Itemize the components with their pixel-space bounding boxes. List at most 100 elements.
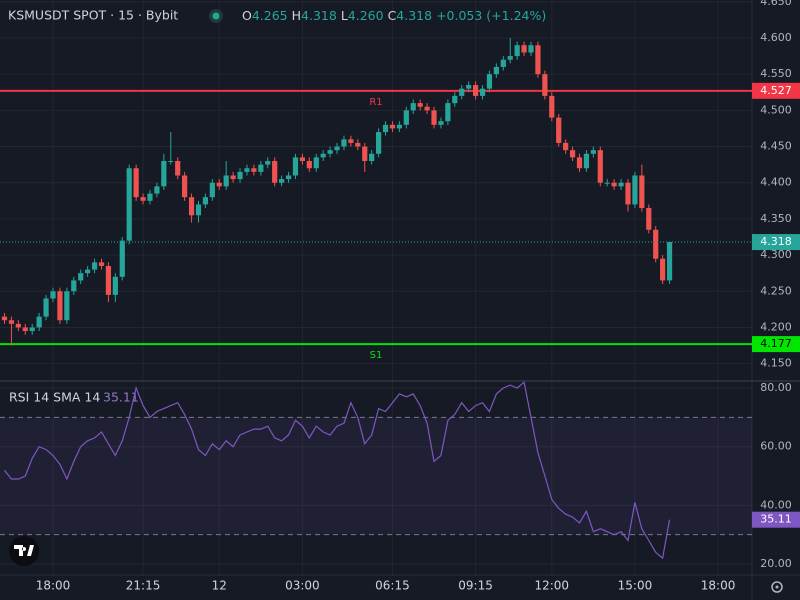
candle-body bbox=[396, 124, 402, 129]
candle-body bbox=[202, 197, 209, 205]
x-tick-label: 21:15 bbox=[126, 579, 161, 593]
candle-body bbox=[64, 291, 70, 321]
level-label: 4.177 bbox=[760, 337, 792, 350]
candle-body bbox=[15, 323, 21, 328]
candle-body bbox=[175, 161, 181, 176]
candle-body bbox=[258, 164, 264, 172]
x-tick-label: 12 bbox=[212, 579, 227, 593]
candle-body bbox=[382, 124, 389, 133]
ohlc-legend: O4.265 H4.318 L4.260 C4.318 +0.053 (+1.2… bbox=[242, 8, 546, 23]
candle-body bbox=[43, 298, 49, 317]
level-name: R1 bbox=[369, 97, 382, 108]
candle-body bbox=[660, 258, 666, 281]
level-box bbox=[752, 82, 800, 99]
candle-body bbox=[85, 269, 91, 274]
candle-body bbox=[632, 175, 638, 205]
candle-body bbox=[549, 95, 555, 118]
y-tick-label: 4.200 bbox=[760, 320, 792, 333]
candle-body bbox=[272, 161, 278, 183]
candle-body bbox=[320, 153, 326, 158]
status-dot bbox=[212, 12, 220, 20]
candle-body bbox=[154, 186, 160, 194]
candle-body bbox=[472, 85, 479, 96]
ohlc-value: 4.318 bbox=[301, 8, 337, 23]
candle-body bbox=[535, 45, 541, 75]
rsi-last-box bbox=[752, 511, 800, 528]
candle-body bbox=[466, 85, 472, 89]
ohlc-key: L bbox=[341, 8, 348, 23]
candle-body bbox=[71, 280, 77, 292]
candle-body bbox=[147, 193, 153, 201]
y-tick-label: 4.350 bbox=[760, 212, 792, 225]
settings-icon[interactable] bbox=[771, 581, 783, 593]
candle-body bbox=[375, 132, 382, 154]
candle-body bbox=[119, 240, 125, 277]
candle-body bbox=[459, 88, 465, 96]
candle-body bbox=[299, 157, 305, 162]
x-tick-label: 09:15 bbox=[458, 579, 493, 593]
y-tick-label: 80.00 bbox=[760, 381, 792, 394]
candle-body bbox=[8, 320, 15, 324]
candle-body bbox=[209, 182, 215, 198]
last-price-box bbox=[752, 234, 800, 251]
candle-body bbox=[313, 157, 319, 169]
candle-body bbox=[140, 197, 146, 201]
candle-body bbox=[590, 150, 596, 154]
ohlc-value: 4.265 bbox=[252, 8, 288, 23]
candle-body bbox=[182, 175, 188, 198]
candle-body bbox=[576, 157, 583, 169]
candle-body bbox=[528, 45, 534, 53]
y-tick-label: 4.600 bbox=[760, 31, 792, 44]
level-name: S1 bbox=[370, 350, 383, 361]
rsi-value: 35.11 bbox=[103, 390, 139, 405]
candle-body bbox=[168, 161, 174, 163]
logo bbox=[9, 536, 39, 566]
candle-body bbox=[195, 204, 202, 216]
change: +0.053 (+1.24%) bbox=[436, 8, 546, 23]
x-tick-label: 18:00 bbox=[36, 579, 71, 593]
ohlc-value: 4.318 bbox=[396, 8, 432, 23]
y-tick-label: 60.00 bbox=[760, 440, 792, 453]
y-tick-label: 4.500 bbox=[760, 103, 792, 116]
y-tick-label: 4.150 bbox=[760, 357, 792, 370]
candle-body bbox=[292, 157, 299, 176]
grid bbox=[0, 0, 752, 575]
candle-body bbox=[604, 182, 610, 184]
candle-body bbox=[403, 110, 409, 125]
candle-body bbox=[493, 66, 499, 75]
candle-body bbox=[431, 110, 437, 125]
candle-body bbox=[78, 273, 84, 281]
candle-body bbox=[452, 95, 458, 104]
candle-body bbox=[348, 139, 354, 143]
candle-body bbox=[216, 182, 222, 187]
candle-body bbox=[666, 242, 673, 281]
candle-body bbox=[244, 168, 250, 172]
candle-body bbox=[341, 139, 347, 147]
candle-body bbox=[583, 153, 590, 169]
candle-body bbox=[514, 45, 520, 57]
candle-body bbox=[611, 182, 617, 187]
x-tick-label: 03:00 bbox=[285, 579, 320, 593]
candle-body bbox=[417, 103, 423, 107]
candle-body bbox=[625, 182, 631, 205]
candle-body bbox=[112, 276, 118, 295]
candle-body bbox=[327, 150, 333, 154]
level-box bbox=[752, 336, 800, 353]
x-tick-label: 06:15 bbox=[375, 579, 410, 593]
candle-body bbox=[279, 179, 285, 183]
candle-body bbox=[98, 262, 105, 266]
y-tick-label: 4.550 bbox=[760, 67, 792, 80]
candle-body bbox=[237, 171, 243, 180]
candle-body bbox=[161, 161, 167, 187]
candle-body bbox=[542, 74, 548, 96]
candle-body bbox=[389, 124, 396, 129]
rsi-band-fill bbox=[0, 417, 752, 535]
y-tick-label: 4.650 bbox=[760, 0, 792, 8]
ohlc-key: O bbox=[242, 8, 252, 23]
candle-body bbox=[563, 142, 569, 151]
ohlc-key: C bbox=[388, 8, 397, 23]
candle-body bbox=[306, 161, 312, 169]
symbol-title: KSMUSDT SPOT · 15 · Bybit bbox=[8, 8, 178, 23]
